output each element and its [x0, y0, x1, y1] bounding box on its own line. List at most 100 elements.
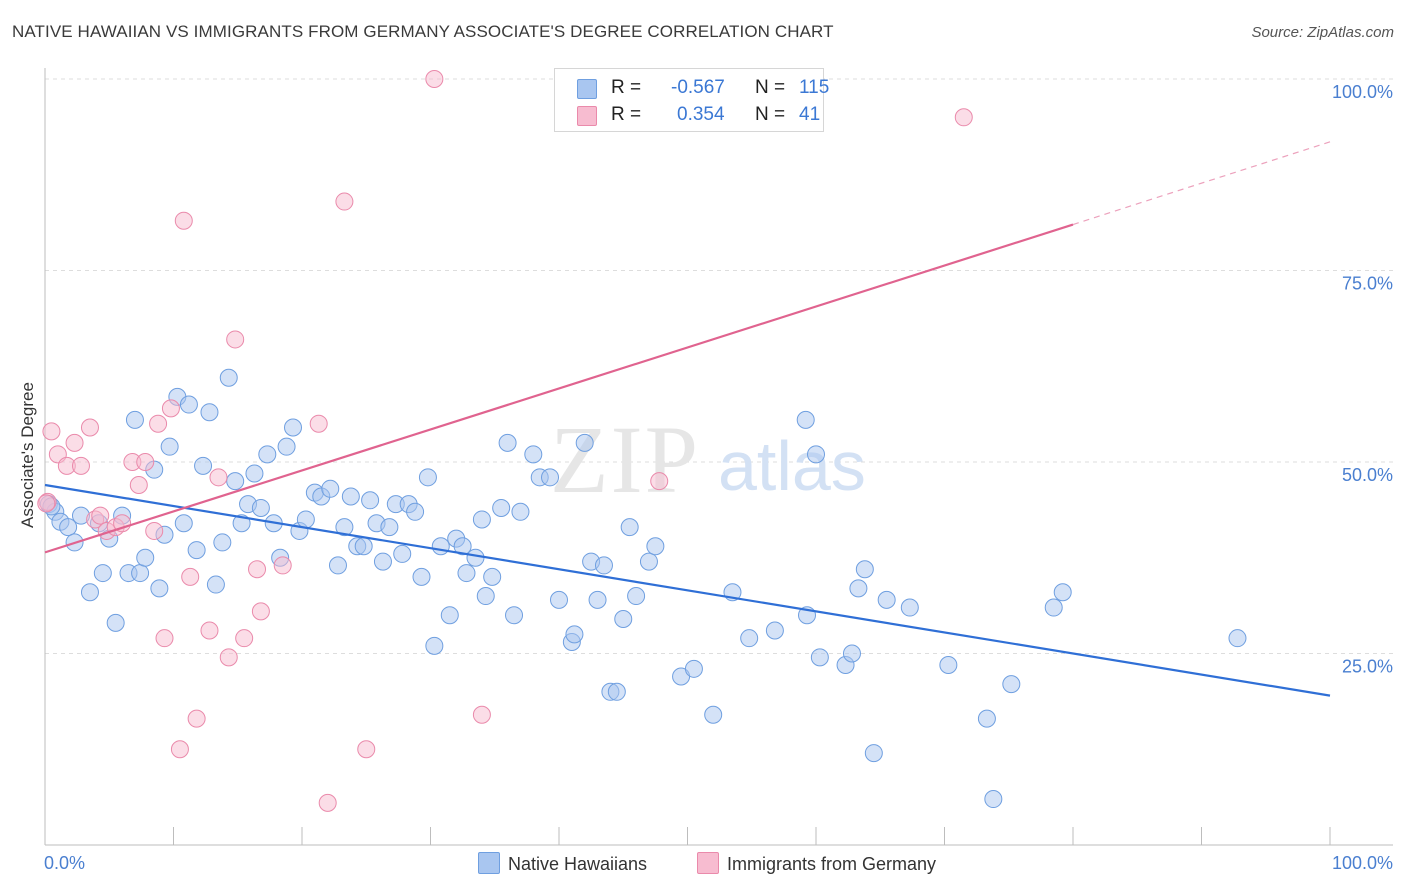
- data-point: [209, 468, 228, 487]
- data-point: [284, 418, 303, 437]
- legend-r-label: R =: [611, 104, 642, 125]
- legend: R = -0.567 N = 115 R = 0.354 N = 41: [554, 68, 829, 132]
- data-point: [524, 445, 543, 464]
- data-point: [150, 579, 169, 598]
- x-tick-label: 100.0%: [1332, 853, 1393, 873]
- data-point: [37, 494, 56, 513]
- data-point: [219, 368, 238, 387]
- data-point: [842, 644, 861, 663]
- data-point: [80, 583, 99, 602]
- data-point: [704, 705, 723, 724]
- data-point: [511, 502, 530, 521]
- legend-r-value: 0.354: [677, 104, 725, 125]
- data-point: [646, 537, 665, 556]
- data-point: [425, 636, 444, 655]
- data-point: [296, 510, 315, 529]
- data-point: [200, 621, 219, 640]
- data-point: [174, 514, 193, 533]
- data-point: [155, 629, 174, 648]
- data-point: [565, 625, 584, 644]
- data-point: [328, 556, 347, 575]
- axes: [44, 68, 1393, 846]
- data-point: [425, 70, 444, 88]
- legend-r-value: -0.567: [671, 77, 725, 98]
- data-point: [393, 544, 412, 563]
- trend-line-immigrants-germany-extension: [1072, 141, 1331, 226]
- data-point: [187, 541, 206, 560]
- legend-r-label: R =: [611, 77, 642, 98]
- data-point: [939, 655, 958, 674]
- y-tick-label: 25.0%: [1342, 657, 1393, 677]
- data-point: [131, 564, 150, 583]
- data-point: [174, 211, 193, 230]
- data-point: [810, 648, 829, 667]
- tick-labels: 25.0% 50.0% 75.0% 100.0% 0.0% 100.0%: [44, 82, 1393, 873]
- bottom-legend-swatch-blue: [478, 852, 500, 874]
- data-point: [588, 590, 607, 609]
- data-point: [954, 108, 973, 127]
- data-point: [179, 395, 198, 414]
- watermark-zip: ZIP: [550, 406, 700, 513]
- data-point: [273, 556, 292, 575]
- data-point: [807, 445, 825, 464]
- data-point: [149, 414, 168, 433]
- bottom-legend-native-hawaiians: Native Hawaiians: [478, 852, 647, 875]
- data-point: [855, 560, 874, 579]
- bottom-legend-label: Native Hawaiians: [508, 854, 648, 874]
- data-point: [125, 410, 144, 429]
- data-point: [796, 410, 815, 429]
- legend-n-label: N =: [755, 77, 786, 98]
- data-point: [900, 598, 919, 617]
- data-point: [277, 437, 296, 456]
- data-point: [170, 740, 189, 759]
- native-hawaiians-points: [39, 368, 1247, 809]
- legend-n-value: 41: [799, 104, 821, 125]
- trend-lines: [44, 141, 1331, 697]
- data-point: [984, 790, 1003, 809]
- legend-n-value: 115: [799, 77, 830, 98]
- legend-n-label: N =: [755, 104, 786, 125]
- trend-line-immigrants-germany: [44, 223, 1074, 554]
- data-point: [457, 564, 476, 583]
- legend-swatch-blue: [577, 79, 597, 99]
- data-point: [575, 433, 594, 452]
- watermark: ZIP atlas: [550, 406, 866, 513]
- grid-lines: [45, 78, 1393, 654]
- data-point: [498, 433, 517, 452]
- data-point: [318, 793, 337, 812]
- data-point: [309, 414, 328, 433]
- data-point: [136, 548, 155, 567]
- data-point: [472, 510, 491, 529]
- data-point: [93, 564, 112, 583]
- data-point: [226, 330, 245, 349]
- data-point: [740, 629, 759, 648]
- data-point: [71, 456, 90, 475]
- data-point: [406, 502, 425, 521]
- data-point: [541, 468, 560, 487]
- data-point: [206, 575, 225, 594]
- data-point: [248, 560, 267, 579]
- data-point: [492, 498, 511, 517]
- trend-line-native-hawaiians: [44, 483, 1331, 697]
- data-point: [335, 192, 354, 211]
- source-credit: Source: ZipAtlas.com: [1251, 24, 1394, 41]
- data-point: [232, 514, 251, 533]
- data-point: [412, 567, 431, 586]
- data-point: [235, 629, 254, 648]
- watermark-atlas: atlas: [718, 427, 866, 505]
- data-point: [373, 552, 392, 571]
- data-point: [129, 475, 148, 494]
- y-tick-label: 100.0%: [1332, 82, 1393, 102]
- data-point: [160, 437, 179, 456]
- data-point: [453, 537, 472, 556]
- data-point: [321, 479, 340, 498]
- data-point: [181, 567, 200, 586]
- data-point: [650, 472, 669, 491]
- y-tick-label: 50.0%: [1342, 465, 1393, 485]
- data-point: [59, 518, 78, 537]
- data-point: [765, 621, 784, 640]
- data-point: [594, 556, 613, 575]
- data-point: [977, 709, 996, 728]
- data-point: [380, 518, 399, 537]
